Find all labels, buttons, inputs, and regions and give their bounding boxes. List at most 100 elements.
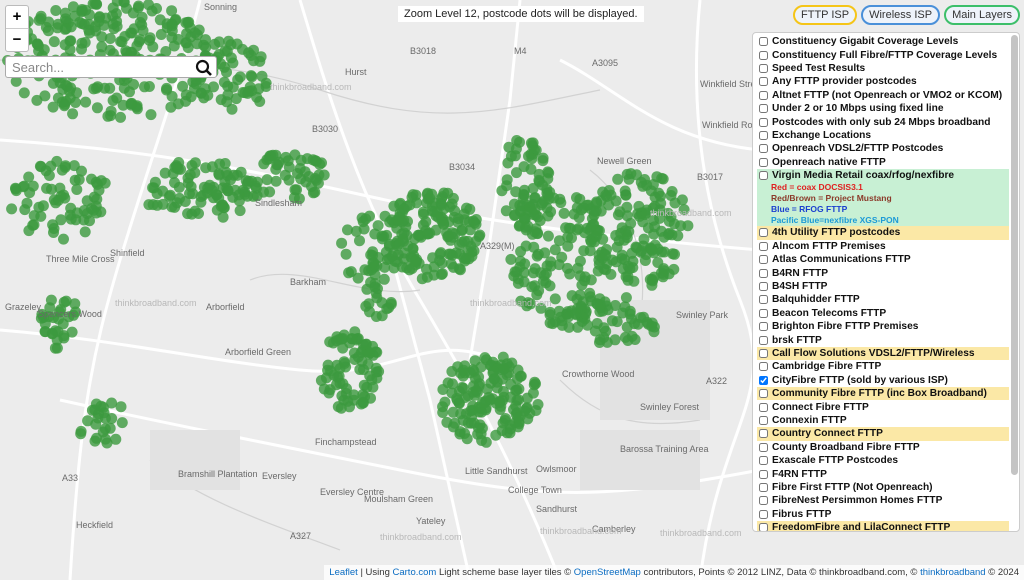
layer-checkbox[interactable] [759, 77, 768, 87]
layer-checkbox[interactable] [759, 282, 768, 292]
layer-label[interactable]: Speed Test Results [772, 62, 866, 74]
layer-label[interactable]: B4SH FTTP [772, 281, 828, 293]
zoom-in[interactable]: + [12, 8, 22, 25]
scrollbar[interactable] [1011, 35, 1018, 475]
layer-label[interactable]: Any FTTP provider postcodes [772, 76, 917, 88]
layer-checkbox[interactable] [759, 157, 768, 167]
postcode-dot [649, 191, 661, 203]
layer-label[interactable]: FreedomFibre and LilaConnect FTTP [772, 522, 951, 532]
postcode-dot [527, 137, 539, 149]
layer-checkbox[interactable] [759, 63, 768, 73]
postcode-dot [574, 255, 586, 267]
layer-row: Altnet FTTP (not Openreach or VMO2 or KC… [757, 89, 1009, 102]
layer-checkbox[interactable] [759, 322, 768, 332]
layer-checkbox[interactable] [759, 335, 768, 345]
layer-label[interactable]: Brighton Fibre FTTP Premises [772, 321, 919, 333]
layer-label[interactable]: Connexin FTTP [772, 414, 847, 426]
layer-checkbox[interactable] [759, 523, 768, 531]
postcode-dot [532, 248, 544, 260]
layer-label[interactable]: Call Flow Solutions VDSL2/FTTP/Wireless [772, 348, 975, 359]
attribution-link[interactable]: Leaflet [329, 567, 358, 578]
attribution-link[interactable]: thinkbroadband [920, 567, 986, 578]
postcode-dot [222, 185, 234, 197]
layer-label[interactable]: Openreach native FTTP [772, 156, 886, 168]
layer-label[interactable]: FibreNest Persimmon Homes FTTP [772, 495, 943, 507]
layer-checkbox[interactable] [759, 255, 768, 265]
layer-row: Alncom FTTP Premises [757, 240, 1009, 253]
postcode-dot [503, 141, 515, 153]
layer-checkbox[interactable] [759, 496, 768, 506]
layer-label[interactable]: Connect Fibre FTTP [772, 401, 869, 413]
layer-label[interactable]: B4RN FTTP [772, 267, 829, 279]
layer-checkbox[interactable] [759, 349, 768, 358]
postcode-dot [601, 336, 613, 348]
layer-checkbox[interactable] [759, 375, 768, 385]
search-box[interactable]: Search... [5, 56, 217, 78]
legend-line: Pacific Blue=nexfibre XGS-PON [757, 215, 1009, 227]
layer-tab[interactable]: FTTP ISP [793, 5, 858, 25]
layer-checkbox[interactable] [759, 104, 768, 114]
layer-checkbox[interactable] [759, 308, 768, 318]
layer-checkbox[interactable] [759, 117, 768, 127]
postcode-dot [544, 306, 556, 318]
layer-checkbox[interactable] [759, 268, 768, 278]
postcode-dot [561, 262, 573, 274]
layer-checkbox[interactable] [759, 389, 768, 399]
layer-label[interactable]: Country Connect FTTP [772, 428, 883, 440]
layer-label[interactable]: Under 2 or 10 Mbps using fixed line [772, 103, 944, 115]
layer-checkbox[interactable] [759, 50, 768, 60]
layer-checkbox[interactable] [759, 482, 768, 492]
layer-checkbox[interactable] [759, 456, 768, 466]
layer-checkbox[interactable] [759, 171, 768, 181]
layer-checkbox[interactable] [759, 402, 768, 412]
layer-checkbox[interactable] [759, 362, 768, 372]
layer-checkbox[interactable] [759, 241, 768, 251]
postcode-dot [52, 326, 64, 338]
layer-row: Brighton Fibre FTTP Premises [757, 320, 1009, 333]
postcode-dot [369, 269, 381, 281]
layer-tab[interactable]: Main Layers [944, 5, 1020, 25]
layer-checkbox[interactable] [759, 295, 768, 305]
layer-tab[interactable]: Wireless ISP [861, 5, 941, 25]
layer-checkbox[interactable] [759, 469, 768, 479]
layer-checkbox[interactable] [759, 90, 768, 100]
layer-label[interactable]: brsk FTTP [772, 334, 822, 346]
layer-label[interactable]: Virgin Media Retail coax/rfog/nexfibre [772, 170, 955, 182]
attribution-link[interactable]: Carto.com [392, 567, 437, 578]
layer-label[interactable]: County Broadband Fibre FTTP [772, 441, 920, 453]
attribution-link[interactable]: OpenStreetMap [573, 567, 641, 578]
layer-label[interactable]: CityFibre FTTP (sold by various ISP) [772, 374, 948, 386]
layer-checkbox[interactable] [759, 429, 768, 439]
layer-label[interactable]: Altnet FTTP (not Openreach or VMO2 or KC… [772, 89, 1003, 101]
layer-label[interactable]: 4th Utility FTTP postcodes [772, 227, 901, 239]
layer-checkbox[interactable] [759, 509, 768, 519]
layer-label[interactable]: F4RN FTTP [772, 468, 827, 480]
layer-label[interactable]: Postcodes with only sub 24 Mbps broadban… [772, 116, 991, 128]
layer-label[interactable]: Exchange Locations [772, 129, 872, 141]
layer-label[interactable]: Balquhidder FTTP [772, 294, 860, 306]
layer-checkbox[interactable] [759, 442, 768, 452]
layer-checkbox[interactable] [759, 228, 768, 238]
zoom-out[interactable]: − [6, 28, 28, 51]
layer-label[interactable]: Atlas Communications FTTP [772, 254, 911, 266]
layer-label[interactable]: Openreach VDSL2/FTTP Postcodes [772, 143, 944, 155]
layer-checkbox[interactable] [759, 37, 768, 47]
postcode-dot [629, 318, 640, 330]
layer-label[interactable]: Exascale FTTP Postcodes [772, 455, 899, 467]
layer-checkbox[interactable] [759, 144, 768, 154]
place-label: A322 [706, 376, 727, 386]
layer-label[interactable]: Fibre First FTTP (Not Openreach) [772, 481, 933, 493]
layer-label[interactable]: Constituency Gigabit Coverage Levels [772, 36, 959, 48]
layer-label[interactable]: Community Fibre FTTP (inc Box Broadband) [772, 388, 987, 400]
postcode-dot [504, 419, 516, 431]
postcode-dot [91, 102, 103, 114]
layer-label[interactable]: Beacon Telecoms FTTP [772, 307, 887, 319]
layer-label[interactable]: Constituency Full Fibre/FTTP Coverage Le… [772, 49, 998, 61]
layer-checkbox[interactable] [759, 415, 768, 425]
postcode-dot [508, 198, 520, 210]
layer-label[interactable]: Fibrus FTTP [772, 508, 832, 520]
layer-label[interactable]: Alncom FTTP Premises [772, 240, 886, 252]
layer-checkbox[interactable] [759, 130, 768, 140]
search-icon[interactable] [195, 59, 213, 77]
layer-label[interactable]: Cambridge Fibre FTTP [772, 361, 882, 373]
